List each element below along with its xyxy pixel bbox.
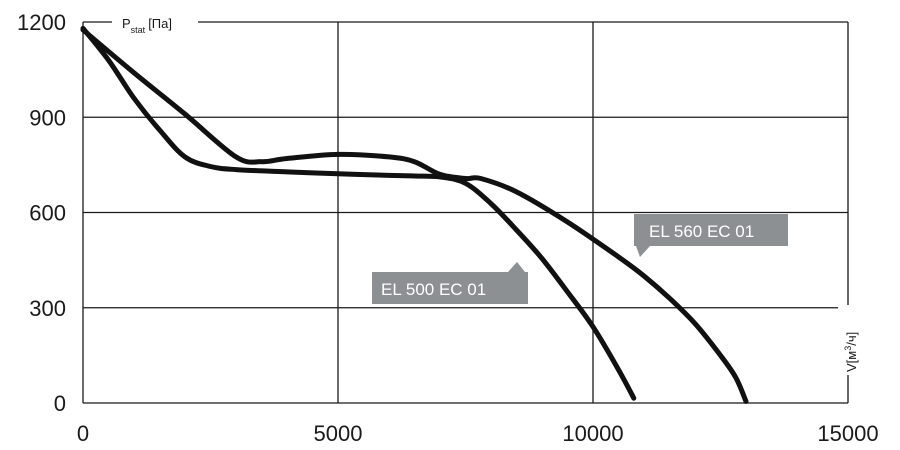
- y-tick-label: 1200: [17, 10, 66, 35]
- callout-el-500: EL 500 EC 01: [372, 262, 528, 304]
- x-tick-label: 0: [77, 421, 89, 446]
- y-axis-label-bg: [112, 10, 198, 36]
- x-tick-label: 15000: [817, 421, 878, 446]
- grid: [82, 21, 849, 404]
- callout-el-560-text: EL 560 EC 01: [649, 222, 754, 241]
- callout-el-500-text: EL 500 EC 01: [381, 280, 486, 299]
- x-axis-label: V[м3/ч]: [843, 332, 859, 372]
- y-tick-labels: 0 300 600 900 1200: [17, 10, 66, 416]
- callout-el-560: EL 560 EC 01: [634, 214, 788, 257]
- series-line-el-500-ec-01: [80, 25, 637, 401]
- x-axis-label-bg: [838, 305, 862, 375]
- callout-el-500-box: [372, 262, 528, 304]
- y-tick-label: 900: [29, 105, 66, 130]
- callout-el-560-box: [634, 214, 788, 257]
- x-tick-label: 5000: [314, 421, 363, 446]
- y-tick-label: 0: [54, 391, 66, 416]
- y-tick-label: 300: [29, 296, 66, 321]
- y-axis-label: Pstat [Па]: [122, 16, 172, 35]
- series-group: [80, 25, 749, 404]
- series-line-el-560-ec-01: [80, 27, 749, 404]
- x-tick-labels: 0 5000 10000 15000: [77, 421, 879, 446]
- y-tick-label: 600: [29, 201, 66, 226]
- x-tick-label: 10000: [562, 421, 623, 446]
